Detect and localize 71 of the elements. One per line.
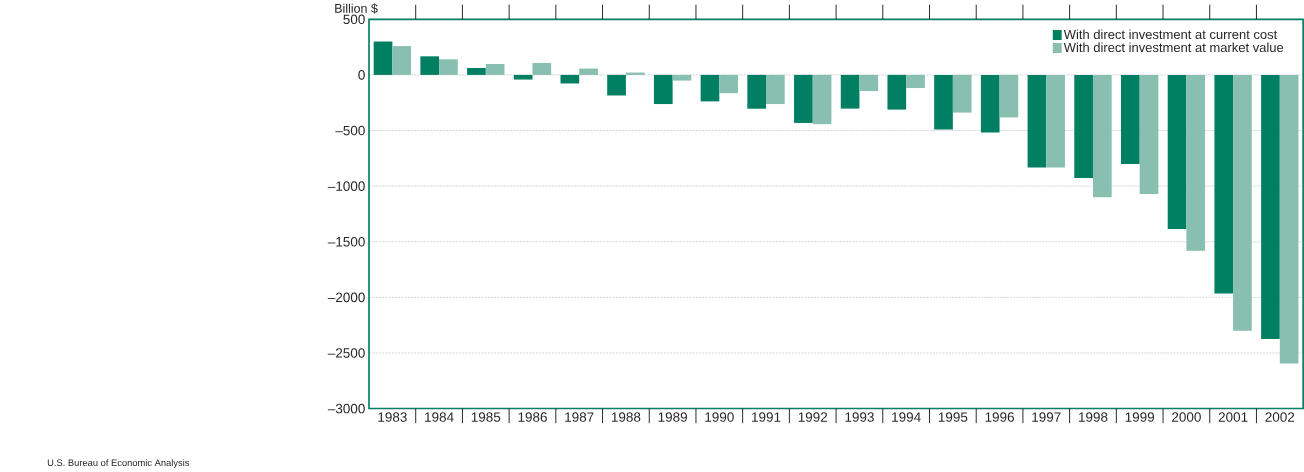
y-tick-label: –2500 (327, 348, 365, 358)
x-tick-label: 2001 (1218, 412, 1248, 422)
x-tick-label: 1998 (1078, 412, 1108, 422)
x-tick-label: 1999 (1125, 412, 1155, 422)
bar (840, 74, 860, 109)
bar (952, 74, 972, 113)
bar (1233, 74, 1252, 331)
bar (999, 74, 1019, 118)
x-tick-label: 1997 (1032, 412, 1061, 422)
bar (812, 74, 832, 125)
bar (373, 41, 393, 75)
bar (1121, 74, 1140, 164)
legend-label: With direct investment at current cost (1063, 29, 1278, 40)
x-tick-label: 1995 (938, 412, 968, 422)
bar (1027, 74, 1047, 168)
bar (1279, 74, 1299, 364)
x-tick-label: 1983 (378, 412, 407, 422)
bar (1074, 74, 1093, 179)
bar (700, 74, 720, 102)
x-tick-label: 1988 (611, 412, 641, 422)
bar (392, 46, 412, 75)
bar (420, 56, 440, 75)
x-tick-label: 1990 (705, 412, 734, 422)
bar (439, 59, 458, 75)
bar (532, 63, 552, 75)
bar (1046, 74, 1065, 168)
bar (607, 74, 626, 96)
bar (719, 74, 738, 94)
bar (934, 74, 953, 130)
bar (1261, 74, 1280, 340)
y-tick-label: –3000 (327, 403, 365, 414)
bar (980, 74, 1000, 133)
bar (1092, 74, 1112, 198)
bar (766, 74, 785, 105)
text: U.S. Bureau of Economic Analysis (47, 459, 190, 468)
y-tick-label: –500 (335, 125, 365, 136)
bar (672, 74, 692, 81)
y-tick-label: –1500 (327, 236, 365, 247)
bar (579, 68, 598, 75)
y-axis-title: Billion $ (335, 3, 378, 14)
bar (906, 74, 925, 89)
y-tick-label: –1000 (327, 181, 365, 191)
x-tick-label: 1989 (658, 412, 687, 422)
x-tick-label: 1986 (518, 412, 547, 422)
x-tick-label: 1985 (471, 412, 501, 422)
x-tick-label: 1991 (752, 412, 781, 422)
x-tick-label: 2000 (1172, 412, 1201, 422)
bar (747, 74, 767, 109)
bar (653, 74, 673, 105)
y-tick-label: 500 (343, 14, 365, 25)
bar (794, 74, 813, 123)
bar (467, 68, 486, 75)
x-tick-label: 1987 (565, 412, 594, 422)
bar (1186, 74, 1206, 251)
bar (560, 74, 580, 84)
x-tick-label: 1994 (892, 412, 921, 422)
bar (1139, 74, 1159, 194)
x-tick-label: 1993 (845, 412, 874, 422)
bar (485, 64, 505, 75)
y-tick-label: 0 (358, 70, 365, 80)
bar (1167, 74, 1187, 229)
x-tick-label: 2002 (1265, 412, 1295, 422)
bar (887, 74, 907, 110)
bar (513, 74, 533, 80)
x-tick-label: 1992 (798, 412, 828, 422)
x-tick-label: 1984 (425, 412, 454, 422)
bar (859, 74, 879, 92)
bar (1214, 74, 1234, 294)
y-tick-label: –2000 (327, 292, 365, 303)
x-tick-label: 1996 (985, 412, 1014, 422)
legend-label: With direct investment at market value (1063, 42, 1284, 53)
